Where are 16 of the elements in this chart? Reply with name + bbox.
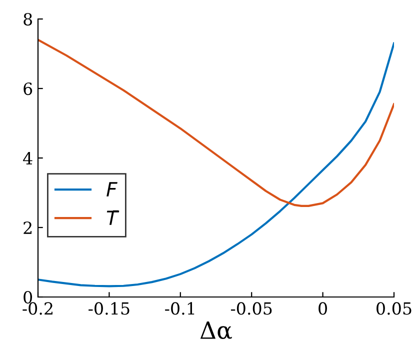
x-tick-label: -0.1 xyxy=(165,302,194,315)
y-tick-label: 4 xyxy=(23,152,32,164)
y-tick-label: 2 xyxy=(24,221,32,234)
x-tick-label: -0.05 xyxy=(230,302,272,315)
line-series xyxy=(38,38,394,207)
x-axis-title: Δα xyxy=(200,321,232,339)
legend-label: T̄ xyxy=(106,210,120,225)
line-series xyxy=(38,42,394,288)
x-tick-label: -0.15 xyxy=(88,302,130,315)
x-tick-label: -0.2 xyxy=(22,302,52,315)
y-tick-label: 8 xyxy=(24,12,32,26)
legend-label: F xyxy=(106,182,118,196)
y-tick-label: 0 xyxy=(24,290,32,304)
x-tick-label: 0.05 xyxy=(376,302,412,315)
y-tick-label: 6 xyxy=(24,82,32,96)
x-tick-label: 0 xyxy=(318,302,327,315)
